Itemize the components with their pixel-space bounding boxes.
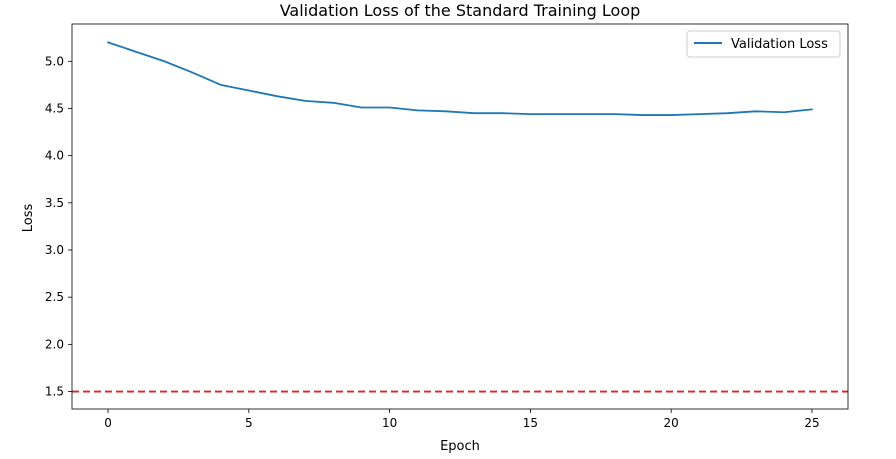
y-tick-label: 3.5: [45, 196, 64, 210]
y-tick-label: 4.5: [45, 101, 64, 115]
series-lines: [107, 41, 813, 116]
legend-label-validation-loss: Validation Loss: [731, 37, 828, 52]
x-tick-label: 5: [245, 416, 253, 430]
x-tick-label: 15: [523, 416, 538, 430]
y-tick-label: 2.0: [45, 337, 64, 351]
y-tick-label: 3.0: [45, 243, 64, 257]
legend: Validation Loss: [686, 30, 841, 58]
series-line-validation-loss: [107, 41, 813, 116]
plot-background: [72, 24, 848, 409]
legend-box: [686, 30, 841, 58]
y-tick-label: 4.0: [45, 149, 64, 163]
x-tick-label: 25: [804, 416, 819, 430]
y-tick-label: 1.5: [45, 385, 64, 399]
y-tick-label: 2.5: [45, 290, 64, 304]
x-tick-label: 20: [664, 416, 679, 430]
x-axis-label: Epoch: [440, 439, 480, 454]
x-axis-ticks: 0 5 10 15 20 25: [104, 409, 820, 430]
chart-title: Validation Loss of the Standard Training…: [280, 1, 641, 20]
y-axis-label: Loss: [21, 204, 36, 233]
plot-frame: [71, 23, 849, 410]
plot-area: [71, 23, 849, 410]
x-tick-label: 10: [382, 416, 397, 430]
x-tick-label: 0: [104, 416, 112, 430]
y-tick-label: 5.0: [45, 54, 64, 68]
y-axis-ticks: 1.5 2.0 2.5 3.0 3.5 4.0 4.5 5.0: [45, 54, 72, 399]
